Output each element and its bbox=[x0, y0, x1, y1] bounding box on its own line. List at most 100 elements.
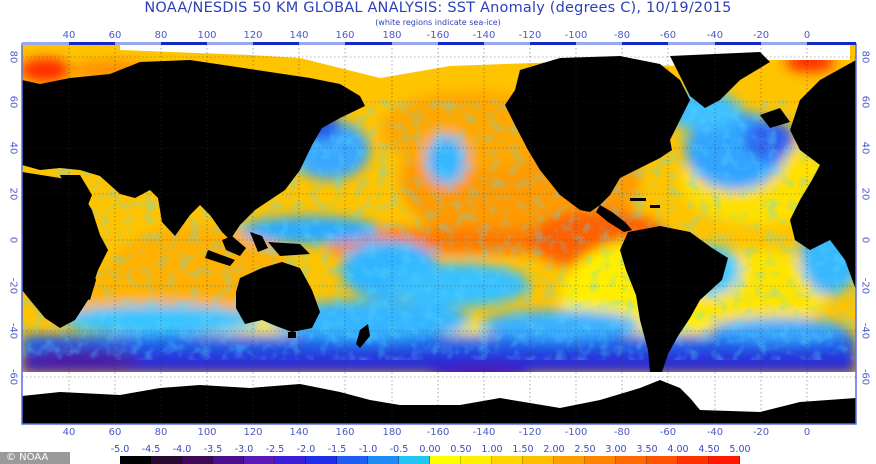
colorbar-label: -4.5 bbox=[141, 444, 161, 455]
lon-tick: 180 bbox=[382, 427, 402, 438]
lat-tick: -60 bbox=[7, 368, 19, 386]
map-body bbox=[22, 44, 856, 424]
lat-tick: -60 bbox=[859, 368, 871, 386]
colorbar-label: 5.00 bbox=[729, 444, 751, 455]
lon-tick: -60 bbox=[659, 427, 677, 438]
colorbar-label: 2.50 bbox=[574, 444, 596, 455]
colorbar-swatch bbox=[306, 456, 337, 464]
lon-tick: -100 bbox=[564, 427, 588, 438]
colorbar-label: 2.00 bbox=[543, 444, 565, 455]
lon-tick: 140 bbox=[289, 427, 309, 438]
colorbar-swatch bbox=[368, 456, 399, 464]
lon-tick: -100 bbox=[564, 30, 588, 41]
graticule bbox=[22, 44, 856, 424]
lon-tick: 120 bbox=[243, 30, 263, 41]
colorbar-label: -5.0 bbox=[110, 444, 130, 455]
colorbar-label: -1.0 bbox=[358, 444, 378, 455]
top-scale-bar bbox=[22, 42, 856, 45]
map-subtitle: (white regions indicate sea-ice) bbox=[375, 18, 501, 27]
colorbar-label: -2.5 bbox=[265, 444, 285, 455]
colorbar-swatch bbox=[709, 456, 740, 464]
lon-tick: -40 bbox=[706, 30, 724, 41]
colorbar-label: -3.0 bbox=[234, 444, 254, 455]
lon-tick: 0 bbox=[803, 427, 811, 438]
colorbar-label: 1.00 bbox=[481, 444, 503, 455]
colorbar-swatch bbox=[244, 456, 275, 464]
lat-tick: 0 bbox=[7, 236, 19, 244]
colorbar-swatch bbox=[523, 456, 554, 464]
lat-tick: -20 bbox=[7, 277, 19, 295]
colorbar-label: 4.50 bbox=[698, 444, 720, 455]
lon-tick: 0 bbox=[803, 30, 811, 41]
lon-tick: 40 bbox=[62, 30, 76, 41]
lon-tick: 180 bbox=[382, 30, 402, 41]
lon-tick: -160 bbox=[426, 30, 450, 41]
lon-tick: -160 bbox=[426, 427, 450, 438]
colorbar bbox=[120, 456, 740, 464]
lat-tick: 0 bbox=[859, 236, 871, 244]
lat-tick: 20 bbox=[859, 187, 871, 201]
colorbar-swatch bbox=[213, 456, 244, 464]
lon-tick: -20 bbox=[752, 30, 770, 41]
colorbar-label: 0.50 bbox=[450, 444, 472, 455]
colorbar-swatch bbox=[554, 456, 585, 464]
lon-tick: 80 bbox=[154, 427, 168, 438]
colorbar-label: 3.50 bbox=[636, 444, 658, 455]
colorbar-swatch bbox=[337, 456, 368, 464]
lon-tick: -40 bbox=[706, 427, 724, 438]
map-title: NOAA/NESDIS 50 KM GLOBAL ANALYSIS: SST A… bbox=[144, 0, 732, 16]
colorbar-swatch bbox=[492, 456, 523, 464]
lat-tick: 60 bbox=[859, 95, 871, 109]
colorbar-label: -4.0 bbox=[172, 444, 192, 455]
colorbar-label: -2.0 bbox=[296, 444, 316, 455]
lat-tick: -40 bbox=[859, 322, 871, 340]
lon-tick: 140 bbox=[289, 30, 309, 41]
lon-tick: 100 bbox=[197, 30, 217, 41]
lon-tick: 80 bbox=[154, 30, 168, 41]
land-masses bbox=[22, 52, 856, 424]
lat-tick: -20 bbox=[859, 277, 871, 295]
colorbar-swatch bbox=[151, 456, 182, 464]
lon-tick: -80 bbox=[613, 30, 631, 41]
colorbar-swatch bbox=[275, 456, 306, 464]
lon-tick: -120 bbox=[518, 30, 542, 41]
lon-tick: 120 bbox=[243, 427, 263, 438]
lon-tick: 40 bbox=[62, 427, 76, 438]
lon-tick: -80 bbox=[613, 427, 631, 438]
colorbar-swatch bbox=[585, 456, 616, 464]
colorbar-swatch bbox=[678, 456, 709, 464]
lat-tick: 40 bbox=[859, 141, 871, 155]
colorbar-swatch bbox=[182, 456, 213, 464]
colorbar-label: -3.5 bbox=[203, 444, 223, 455]
lat-tick: 60 bbox=[7, 95, 19, 109]
colorbar-swatch bbox=[120, 456, 151, 464]
lon-tick: 160 bbox=[335, 30, 355, 41]
colorbar-swatch bbox=[399, 456, 430, 464]
lon-tick: -140 bbox=[472, 427, 496, 438]
lat-tick: 80 bbox=[859, 50, 871, 64]
colorbar-swatch bbox=[461, 456, 492, 464]
colorbar-swatch bbox=[430, 456, 461, 464]
lon-tick: 100 bbox=[197, 427, 217, 438]
lat-tick: 40 bbox=[7, 141, 19, 155]
colorbar-label: 0.00 bbox=[419, 444, 441, 455]
colorbar-label: 1.50 bbox=[512, 444, 534, 455]
colorbar-swatch bbox=[647, 456, 678, 464]
colorbar-label: -1.5 bbox=[327, 444, 347, 455]
noaa-credit: © NOAA bbox=[0, 452, 70, 464]
lon-tick: -20 bbox=[752, 427, 770, 438]
lat-tick: 20 bbox=[7, 187, 19, 201]
lon-tick: 60 bbox=[108, 30, 122, 41]
lon-tick: 60 bbox=[108, 427, 122, 438]
colorbar-label: -0.5 bbox=[389, 444, 409, 455]
colorbar-swatch bbox=[616, 456, 647, 464]
lon-tick: -140 bbox=[472, 30, 496, 41]
lon-tick: 160 bbox=[335, 427, 355, 438]
colorbar-label: 4.00 bbox=[667, 444, 689, 455]
lat-tick: -40 bbox=[7, 322, 19, 340]
lon-tick: -60 bbox=[659, 30, 677, 41]
lat-tick: 80 bbox=[7, 50, 19, 64]
colorbar-label: 3.00 bbox=[605, 444, 627, 455]
lon-tick: -120 bbox=[518, 427, 542, 438]
